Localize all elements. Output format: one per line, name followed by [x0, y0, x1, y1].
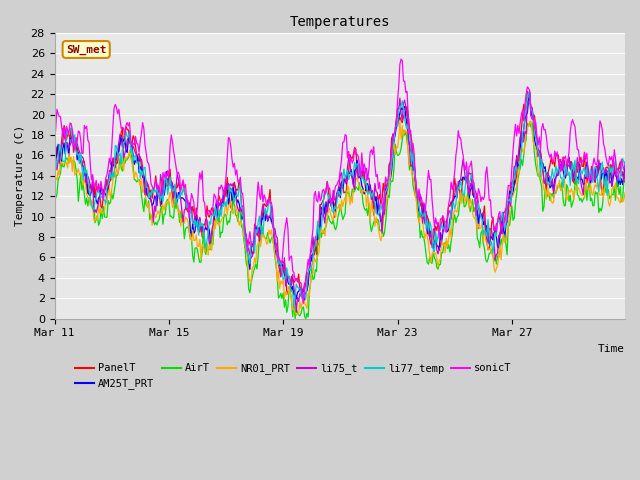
Legend: PanelT, AM25T_PRT, AirT, NR01_PRT, li75_t, li77_temp, sonicT: PanelT, AM25T_PRT, AirT, NR01_PRT, li75_… — [71, 359, 516, 394]
Title: Temperatures: Temperatures — [289, 15, 390, 29]
X-axis label: Time: Time — [598, 344, 625, 354]
Text: SW_met: SW_met — [66, 44, 106, 55]
Y-axis label: Temperature (C): Temperature (C) — [15, 125, 25, 227]
